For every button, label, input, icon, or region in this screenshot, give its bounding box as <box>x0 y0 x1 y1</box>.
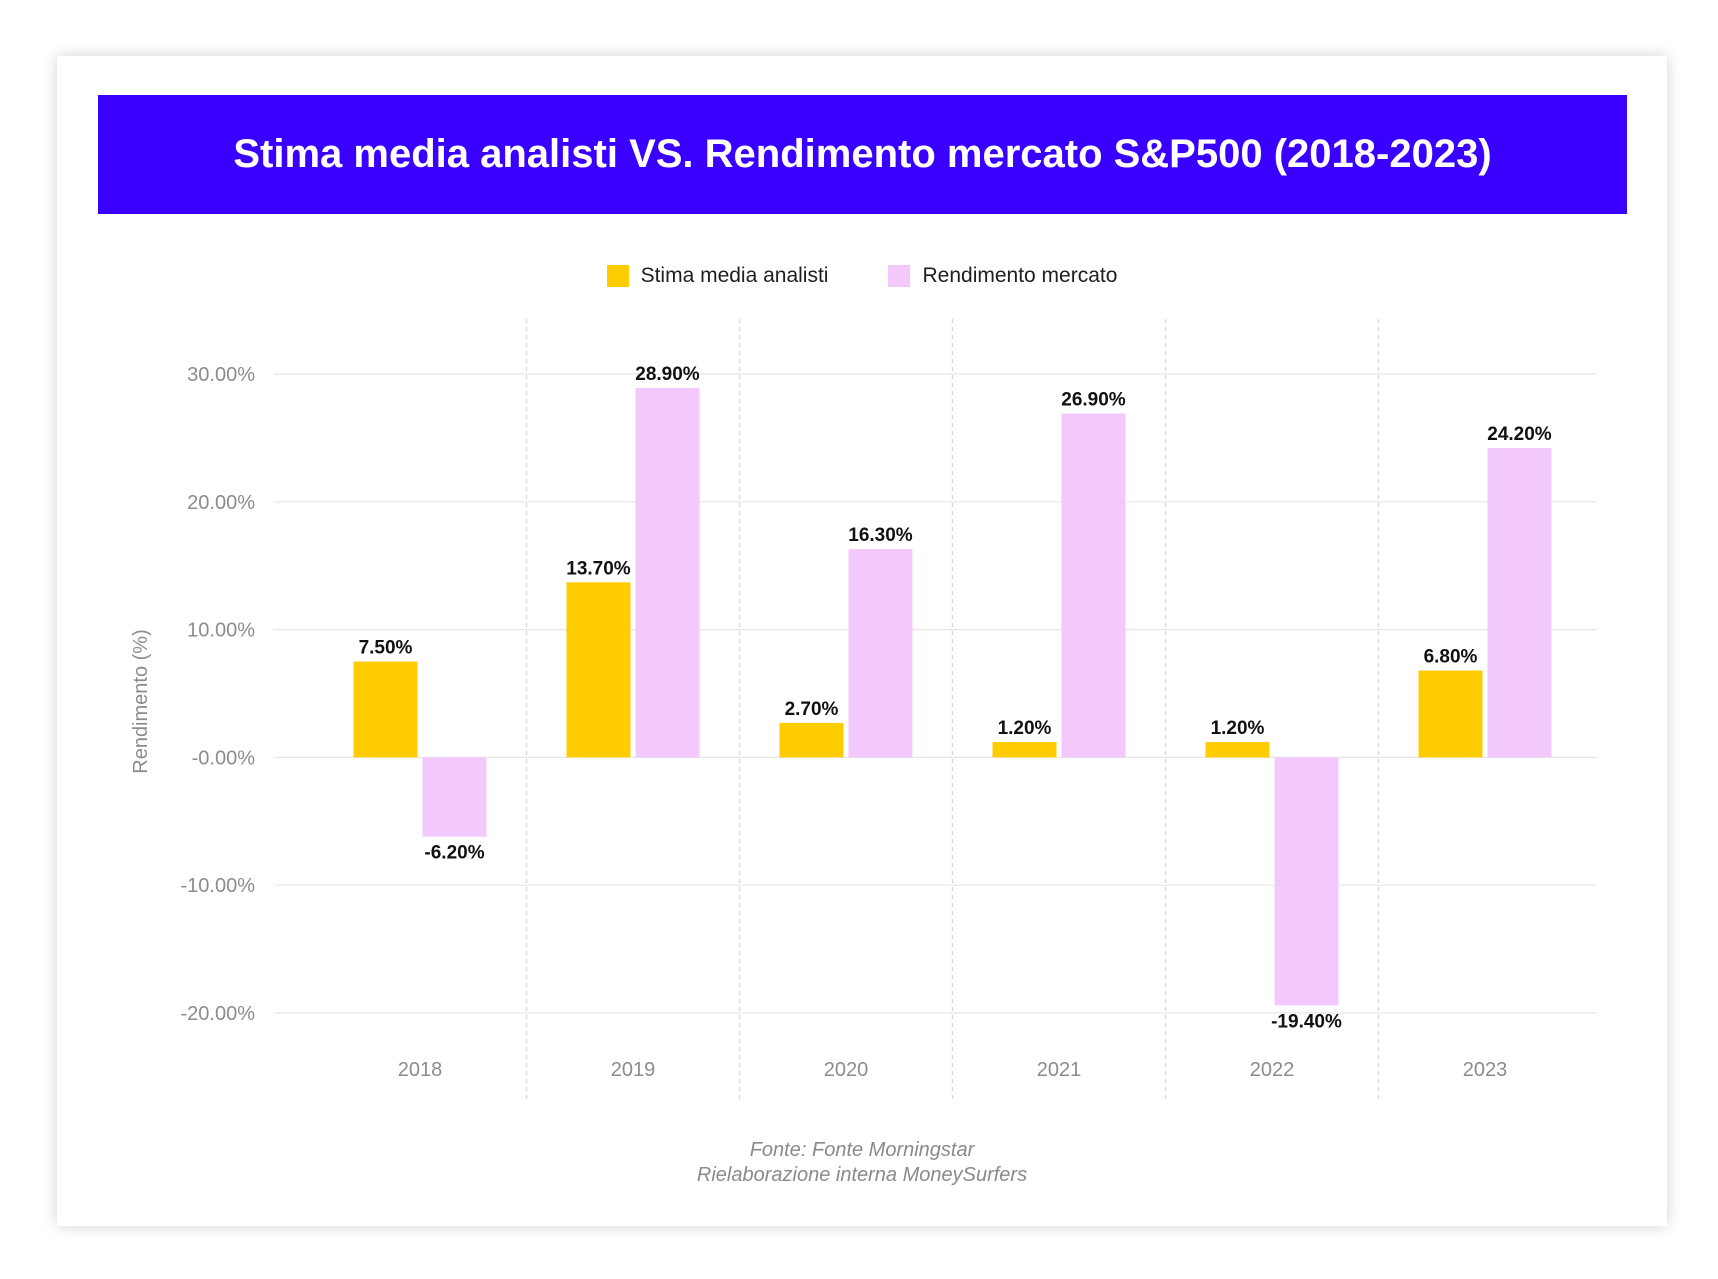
y-tick-label: -20.00% <box>181 1003 256 1025</box>
y-axis-label: Rendimento (%) <box>130 629 152 774</box>
bar-chart: 30.00% 20.00% 10.00% -0.00% -10.00% -20.00% Re… <box>130 319 1597 1099</box>
legend: Stima media analisti Rendimento mercato <box>57 256 1667 296</box>
source-line-1: Fonte: Fonte Morningstar <box>749 1139 975 1161</box>
bar-stima-2020 <box>779 722 844 758</box>
data-label: -19.40% <box>1271 1011 1342 1032</box>
legend-label-rendimento: Rendimento mercato <box>922 264 1118 287</box>
bar-rendimento-2018 <box>422 757 487 837</box>
y-tick-label: 30.00% <box>187 364 255 386</box>
bar-rendimento-2020 <box>848 549 913 758</box>
legend-swatch-rendimento <box>888 265 911 287</box>
bar-stima-2023 <box>1418 670 1483 758</box>
data-label: 26.90% <box>1061 390 1126 411</box>
data-label: 1.20% <box>998 718 1052 739</box>
data-label: 28.90% <box>635 364 700 385</box>
legend-item-rendimento: Rendimento mercato <box>888 264 1117 288</box>
legend-label-stima: Stima media analisti <box>640 264 829 287</box>
x-tick-label: 2021 <box>1037 1059 1082 1081</box>
bar-rendimento-2023 <box>1487 448 1552 758</box>
legend-item-stima: Stima media analisti <box>606 264 829 288</box>
y-tick-label: 10.00% <box>187 620 255 642</box>
bar-rendimento-2019 <box>635 388 700 758</box>
data-label: 1.20% <box>1211 718 1265 739</box>
data-label: 6.80% <box>1424 646 1478 667</box>
x-tick-label: 2019 <box>611 1059 656 1081</box>
x-tick-label: 2018 <box>398 1059 443 1081</box>
y-tick-label: -0.00% <box>192 747 256 769</box>
y-tick-label: -10.00% <box>181 875 256 897</box>
data-label: 2.70% <box>785 699 839 720</box>
source-note: Fonte: Fonte Morningstar Rielaborazione … <box>57 1138 1667 1188</box>
chart-title: Stima media analisti VS. Rendimento merc… <box>233 132 1492 176</box>
data-label: 13.70% <box>566 558 631 579</box>
x-tick-label: 2023 <box>1463 1059 1508 1081</box>
bar-rendimento-2021 <box>1061 413 1126 758</box>
x-tick-label: 2022 <box>1250 1059 1295 1081</box>
legend-swatch-stima <box>606 265 629 287</box>
bar-stima-2021 <box>992 742 1057 758</box>
source-line-2: Rielaborazione interna MoneySurfers <box>696 1164 1028 1186</box>
title-banner: Stima media analisti VS. Rendimento merc… <box>98 95 1627 214</box>
data-label: 16.30% <box>848 525 913 546</box>
bar-stima-2018 <box>353 661 418 758</box>
data-label: 7.50% <box>359 638 413 659</box>
y-tick-label: 20.00% <box>187 492 255 514</box>
data-label: 24.20% <box>1487 424 1552 445</box>
x-tick-label: 2020 <box>824 1059 869 1081</box>
bar-stima-2019 <box>566 582 631 758</box>
data-label: -6.20% <box>424 843 484 864</box>
chart-card: Stima media analisti VS. Rendimento merc… <box>57 56 1667 1226</box>
bar-stima-2022 <box>1205 742 1270 758</box>
bar-rendimento-2022 <box>1274 757 1339 1006</box>
